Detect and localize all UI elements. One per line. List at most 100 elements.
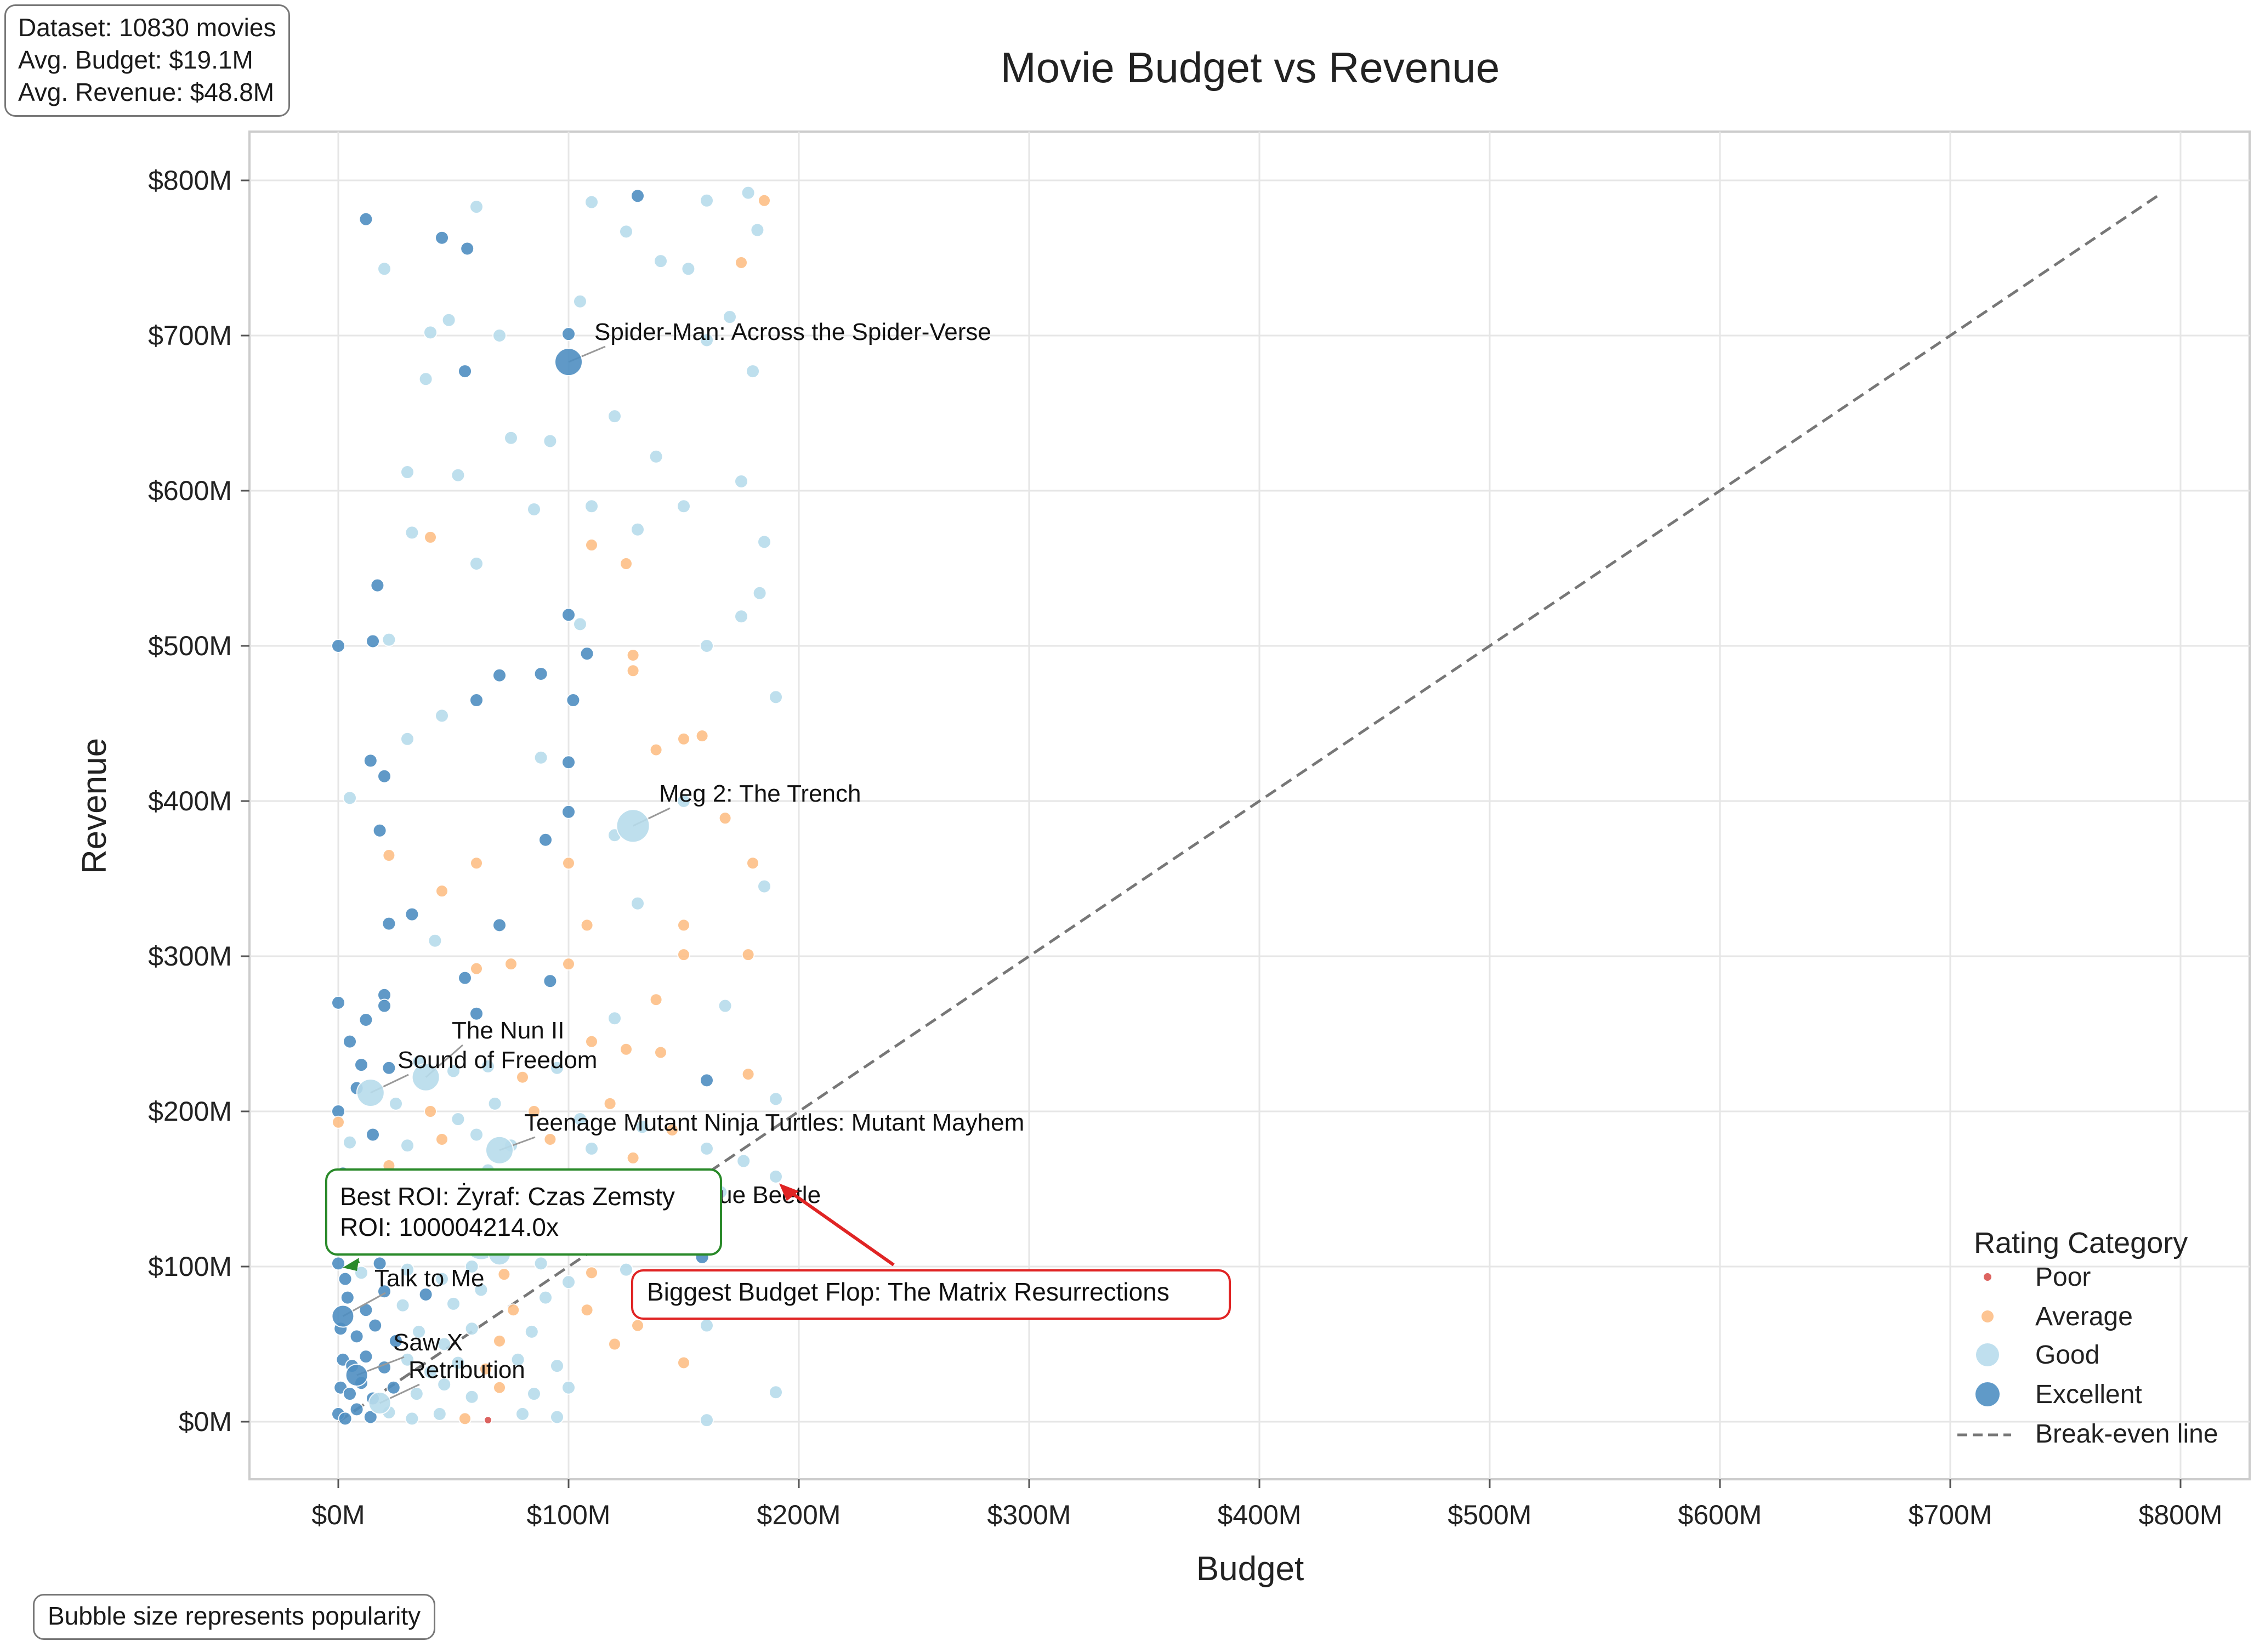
data-point-excellent (363, 753, 378, 768)
data-point-excellent (372, 1256, 387, 1271)
data-point-excellent (561, 755, 576, 770)
data-point-good (469, 1127, 484, 1142)
legend-swatch-poor (1984, 1273, 1991, 1281)
data-point-good (631, 896, 645, 911)
x-tick-label: $800M (2139, 1500, 2223, 1530)
data-point-average (695, 729, 709, 743)
legend-label: Excellent (2035, 1380, 2142, 1409)
data-point-excellent (469, 1006, 484, 1021)
data-point-good (543, 434, 558, 449)
data-point-good (677, 499, 691, 514)
flop-arrowhead (779, 1183, 799, 1201)
average-revenue: Avg. Revenue: $48.8M (18, 78, 275, 106)
data-point-good (343, 791, 357, 805)
data-point-good (769, 1092, 783, 1106)
data-point-good (769, 690, 783, 705)
data-point-good (533, 1256, 548, 1271)
data-point-average (620, 1042, 633, 1056)
flop-arrow (785, 1187, 895, 1267)
x-tick-label: $600M (1678, 1500, 1762, 1530)
data-point-good (700, 333, 714, 348)
data-point-good (700, 1413, 714, 1428)
data-point-excellent (458, 970, 472, 985)
data-point-good (757, 879, 771, 894)
legend-label: Good (2035, 1341, 2099, 1370)
data-point-average (677, 948, 690, 962)
data-point-average (435, 1132, 448, 1146)
data-point-excellent (377, 769, 391, 784)
data-point-excellent (349, 1402, 364, 1417)
data-point-excellent (331, 1256, 345, 1271)
data-point-average (543, 1132, 557, 1146)
data-point-good (700, 1141, 714, 1156)
data-point-good (619, 224, 633, 239)
data-point-excellent (359, 1349, 373, 1364)
data-point-average (497, 1268, 511, 1281)
data-point-excellent (561, 608, 576, 622)
highlight-point (356, 1078, 385, 1108)
data-point-good (550, 1410, 564, 1424)
highlight-point (411, 1063, 440, 1092)
data-point-good (343, 1135, 357, 1150)
data-point-average (758, 194, 771, 207)
data-point-good (435, 708, 449, 723)
data-point-excellent (435, 230, 449, 245)
data-point-good (400, 731, 415, 746)
highlight-point (345, 1364, 368, 1387)
data-point-excellent (349, 1329, 364, 1344)
dataset-summary-box: Dataset: 10830 movies Avg. Budget: $19.1… (4, 4, 290, 117)
data-point-excellent (354, 1058, 368, 1072)
data-point-average (746, 856, 759, 870)
data-point-good (492, 328, 507, 343)
best-roi-arrowhead (343, 1258, 359, 1271)
legend-label: Average (2035, 1302, 2133, 1331)
flop-label: Biggest Budget Flop: The Matrix Resurrec… (647, 1278, 1169, 1306)
data-point-excellent (359, 1013, 373, 1027)
legend-label: Poor (2035, 1263, 2091, 1292)
data-point-excellent (405, 907, 419, 922)
data-point-good (584, 1141, 599, 1156)
data-point-good (573, 1112, 587, 1127)
y-tick-label: $0M (179, 1406, 232, 1437)
y-tick-label: $700M (148, 320, 232, 351)
data-point-excellent (331, 639, 345, 653)
data-point-average (580, 1303, 594, 1317)
highlight-label: The Nun II (452, 1017, 564, 1044)
data-point-good (718, 998, 733, 1013)
data-point-excellent (368, 1318, 383, 1333)
data-point-excellent (382, 916, 396, 931)
data-point-average (504, 957, 518, 971)
data-point-good (504, 430, 518, 445)
data-point-average (649, 743, 663, 757)
data-point-good (395, 1298, 410, 1313)
data-point-good (607, 1011, 622, 1026)
chart-title: Movie Budget vs Revenue (1001, 43, 1500, 92)
data-point-good (464, 1259, 479, 1274)
data-point-good (469, 557, 484, 571)
average-budget: Avg. Budget: $19.1M (18, 46, 253, 74)
data-point-good (510, 1352, 525, 1367)
legend-swatch-good (1976, 1343, 1999, 1366)
x-tick-label: $300M (987, 1500, 1071, 1530)
data-point-average (424, 530, 437, 544)
data-point-good (741, 185, 756, 200)
data-point-good (400, 1352, 415, 1367)
data-point-good (584, 195, 599, 209)
data-point-excellent (386, 1380, 401, 1395)
data-point-good (400, 465, 415, 480)
x-tick-label: $0M (311, 1500, 365, 1530)
highlight-point (616, 809, 650, 843)
data-point-excellent (533, 666, 548, 681)
data-point-average (507, 1303, 520, 1317)
data-point-excellent (492, 918, 507, 933)
highlight-label: Saw X (393, 1329, 463, 1356)
data-point-average (458, 1412, 472, 1426)
data-point-good (734, 474, 748, 489)
data-point-good (573, 617, 587, 632)
data-point-excellent (631, 189, 645, 203)
dataset-count: Dataset: 10830 movies (18, 13, 276, 42)
data-point-good (400, 1138, 415, 1153)
highlight-label: Sound of Freedom (398, 1047, 597, 1074)
legend-label: Break-even line (2035, 1420, 2218, 1449)
data-point-excellent (338, 1411, 353, 1426)
